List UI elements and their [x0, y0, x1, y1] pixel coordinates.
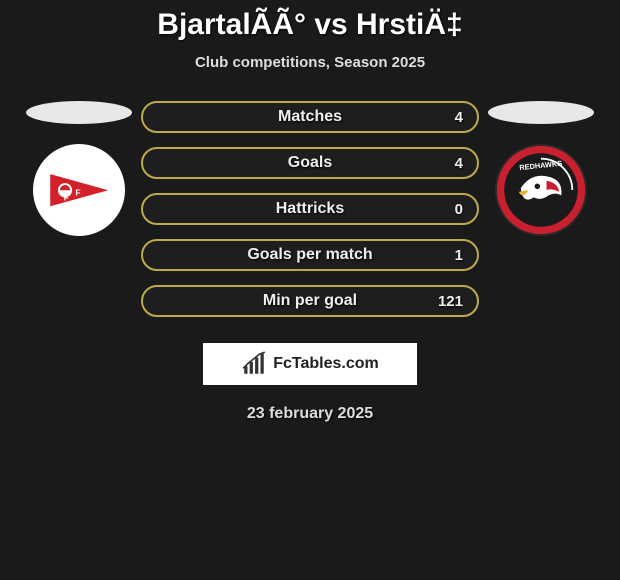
- root: BjartalÃÃ° vs HrstiÄ‡ Club competitions,…: [0, 0, 620, 423]
- subtitle: Club competitions, Season 2025: [0, 54, 620, 71]
- right-name-ellipse: [488, 101, 594, 124]
- svg-text:F: F: [75, 187, 80, 197]
- stat-row-gpm: Goals per match 1: [141, 239, 479, 271]
- stat-label: Min per goal: [263, 292, 357, 310]
- left-team-column: F F: [19, 101, 139, 236]
- page-title: BjartalÃÃ° vs HrstiÄ‡: [0, 8, 620, 42]
- left-team-logo: F F: [33, 144, 125, 236]
- stats-column: Matches 4 Goals 4 Hattricks 0 Goals per …: [139, 101, 481, 317]
- chart-icon: [241, 351, 267, 377]
- stat-value: 1: [455, 247, 463, 264]
- pennant-icon: F F: [47, 158, 111, 222]
- stat-row-hattricks: Hattricks 0: [141, 193, 479, 225]
- date-label: 23 february 2025: [0, 405, 620, 423]
- brand-box[interactable]: FcTables.com: [203, 343, 417, 385]
- stat-label: Matches: [278, 108, 342, 126]
- brand-label: FcTables.com: [273, 355, 379, 373]
- stat-row-matches: Matches 4: [141, 101, 479, 133]
- right-team-logo: REDHAWKS: [495, 144, 587, 236]
- main-row: F F Matches 4 Goals 4 Hattricks 0 Goals …: [0, 101, 620, 317]
- svg-text:F: F: [64, 192, 69, 202]
- stat-value: 0: [455, 201, 463, 218]
- stat-value: 4: [455, 155, 463, 172]
- stat-label: Hattricks: [276, 200, 344, 218]
- right-team-column: REDHAWKS: [481, 101, 601, 236]
- hawk-icon: REDHAWKS: [495, 144, 587, 236]
- stat-value: 121: [438, 293, 463, 310]
- left-name-ellipse: [26, 101, 132, 124]
- stat-row-goals: Goals 4: [141, 147, 479, 179]
- stat-label: Goals: [288, 154, 332, 172]
- stat-label: Goals per match: [247, 246, 372, 264]
- stat-row-mpg: Min per goal 121: [141, 285, 479, 317]
- stat-value: 4: [455, 109, 463, 126]
